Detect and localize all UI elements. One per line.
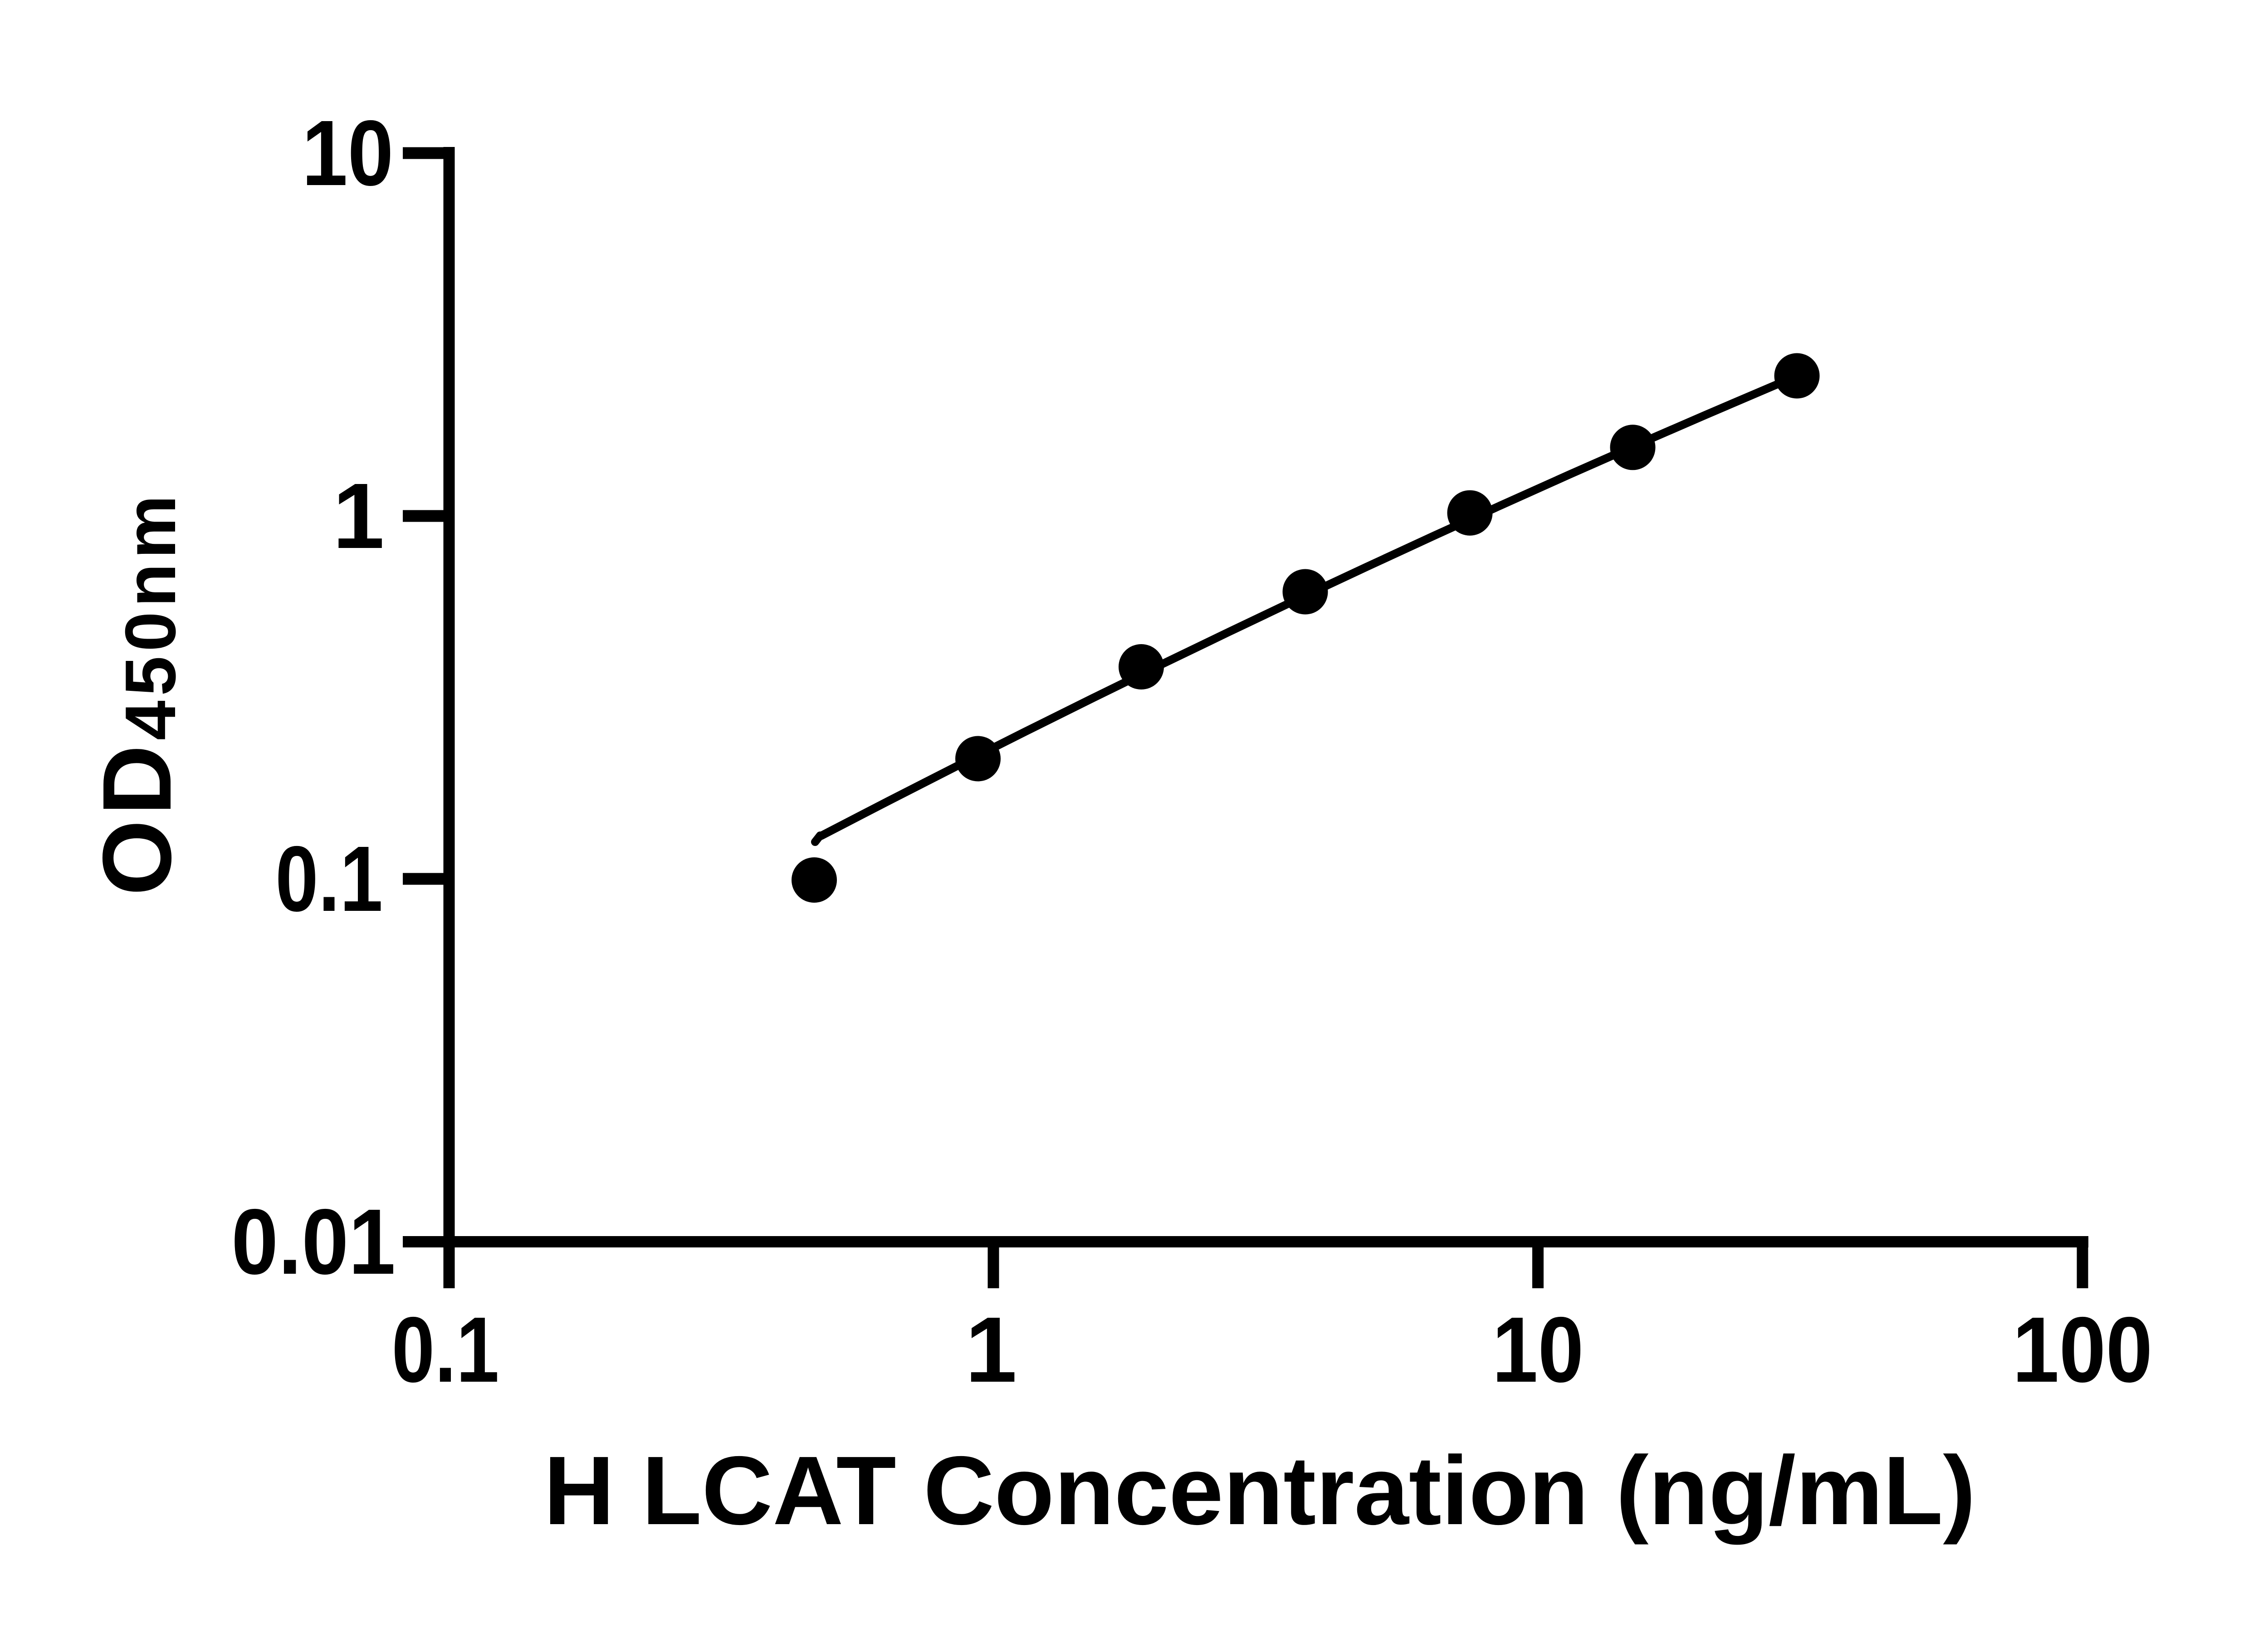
svg-text:100: 100 bbox=[2013, 1298, 2153, 1402]
svg-text:H LCAT Concentration (ng/mL): H LCAT Concentration (ng/mL) bbox=[544, 1436, 1976, 1545]
svg-text:0.01: 0.01 bbox=[231, 1190, 396, 1294]
svg-text:1: 1 bbox=[965, 1298, 1017, 1402]
svg-text:10: 10 bbox=[1492, 1298, 1584, 1402]
svg-text:0.1: 0.1 bbox=[275, 827, 383, 931]
svg-text:OD450nm: OD450nm bbox=[82, 490, 191, 895]
svg-text:1: 1 bbox=[332, 464, 384, 568]
svg-text:10: 10 bbox=[302, 101, 394, 205]
svg-text:0.1: 0.1 bbox=[392, 1298, 499, 1402]
